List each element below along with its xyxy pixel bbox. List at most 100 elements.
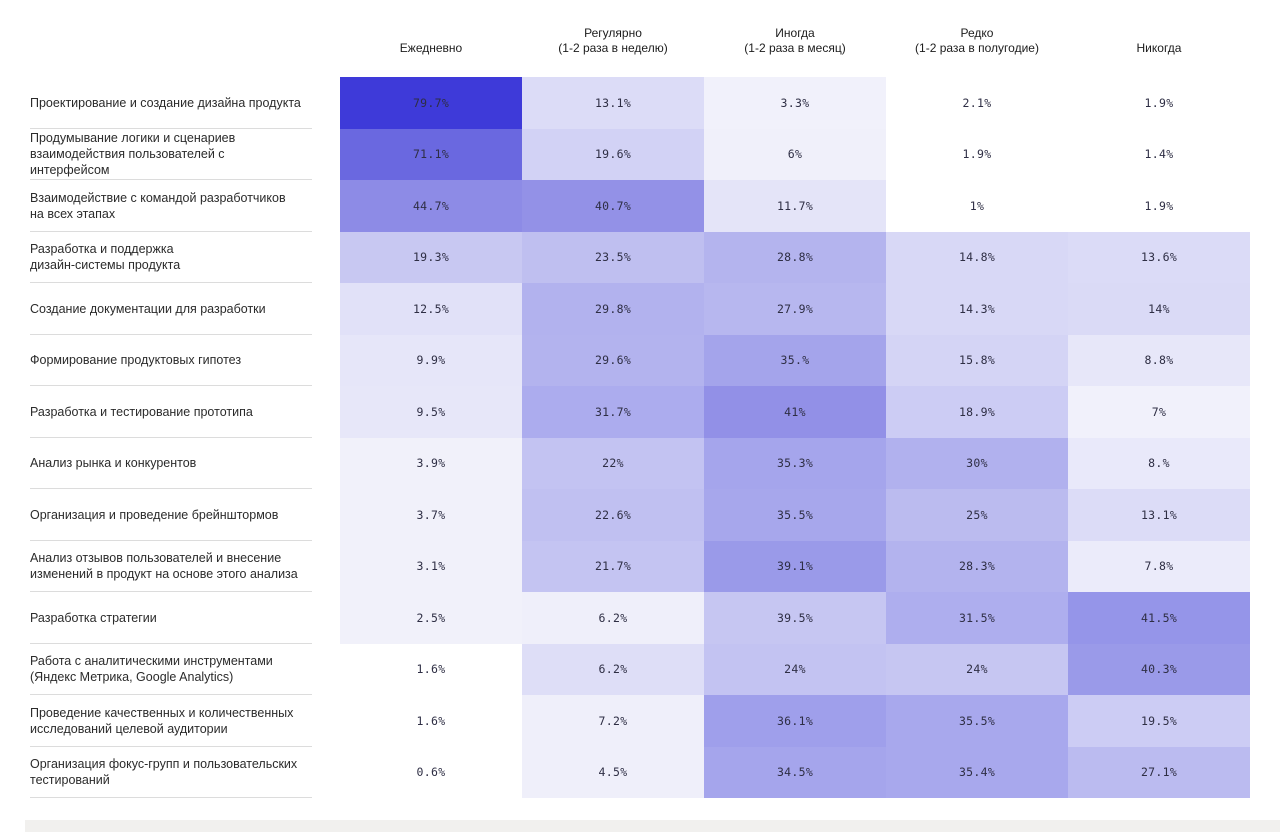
heatmap-cell: 39.1% [704,540,886,592]
cell-value: 15.8% [958,353,996,368]
cell-value: 6% [787,147,803,162]
heatmap-cell: 1% [886,180,1068,232]
cell-value: 14.3% [958,301,996,316]
cell-value: 35.% [780,353,810,368]
heatmap-cell: 40.7% [522,180,704,232]
heatmap-cell: 21.7% [522,540,704,592]
cell-value: 1.9% [1144,198,1174,213]
row-label-cell: Создание документации для разработки [0,283,340,335]
cell-value: 39.1% [776,559,814,574]
column-header-label: Ежедневно [399,41,463,55]
cell-value: 7% [1151,404,1167,419]
heatmap-cell: 29.8% [522,283,704,335]
row-label-cell: Разработка стратегии [0,592,340,644]
cell-value: 18.9% [958,404,996,419]
column-header-sublabel: (1-2 раза в неделю) [558,41,668,55]
heatmap-cell: 6% [704,128,886,180]
cell-value: 27.1% [1140,765,1178,780]
heatmap-cell: 31.5% [886,592,1068,644]
heatmap-cell: 19.3% [340,231,522,283]
cell-value: 6.2% [598,662,628,677]
heatmap-cell: 31.7% [522,386,704,438]
cell-value: 1.9% [962,147,992,162]
row-label: Разработка стратегии [30,610,157,625]
cell-value: 28.8% [776,250,814,265]
heatmap-cell: 35.% [704,334,886,386]
cell-value: 19.5% [1140,713,1178,728]
heatmap-cell: 23.5% [522,231,704,283]
cell-value: 12.5% [412,301,450,316]
header-spacer [0,0,340,77]
heatmap-cell: 6.2% [522,592,704,644]
heatmap-cell: 30% [886,437,1068,489]
cell-value: 36.1% [776,713,814,728]
heatmap-cell: 7% [1068,386,1250,438]
cell-value: 8.% [1148,456,1170,471]
cell-value: 19.3% [412,250,450,265]
column-header-sublabel: (1-2 раза в месяц) [744,41,846,55]
cell-value: 9.5% [416,404,446,419]
heatmap-cell: 8.8% [1068,334,1250,386]
cell-value: 9.9% [416,353,446,368]
column-header: Ежедневно [340,0,522,77]
heatmap-cell: 44.7% [340,180,522,232]
row-label-cell: Работа с аналитическими инструментами (Я… [0,644,340,696]
row-label-cell: Взаимодействие с командой разработчиков … [0,180,340,232]
row-label: Разработка и тестирование прототипа [30,404,253,419]
cell-value: 14.8% [958,250,996,265]
cell-value: 41% [784,404,806,419]
row-label-cell: Разработка и поддержка дизайн-системы пр… [0,232,340,284]
row-label: Проектирование и создание дизайна продук… [30,95,301,110]
cell-value: 2.5% [416,610,446,625]
row-label-cell: Проведение качественных и количественных… [0,695,340,747]
cell-value: 11.7% [776,198,814,213]
row-label: Анализ рынка и конкурентов [30,456,197,471]
row-label-cell: Организация и проведение брейнштормов [0,489,340,541]
cell-value: 8.8% [1144,353,1174,368]
cell-value: 21.7% [594,559,632,574]
heatmap-cell: 35.5% [886,695,1068,747]
cell-value: 35.5% [776,507,814,522]
heatmap-cell: 19.6% [522,128,704,180]
cell-value: 1.6% [416,713,446,728]
row-label: Работа с аналитическими инструментами (Я… [30,654,273,685]
cell-value: 0.6% [416,765,446,780]
heatmap-cell: 79.7% [340,77,522,129]
heatmap-cell: 7.8% [1068,540,1250,592]
cell-value: 3.3% [780,95,810,110]
cell-value: 71.1% [412,147,450,162]
heatmap-cell: 34.5% [704,746,886,798]
heatmap-cell: 6.2% [522,643,704,695]
heatmap-cell: 7.2% [522,695,704,747]
cell-value: 1.4% [1144,147,1174,162]
cell-value: 40.3% [1140,662,1178,677]
cell-value: 6.2% [598,610,628,625]
heatmap-cell: 36.1% [704,695,886,747]
cell-value: 13.6% [1140,250,1178,265]
row-label-cell: Формирование продуктовых гипотез [0,335,340,387]
bottom-cutoff-bar [25,820,1280,832]
heatmap-cell: 3.3% [704,77,886,129]
heatmap-cell: 8.% [1068,437,1250,489]
heatmap-cell: 1.9% [1068,77,1250,129]
heatmap-cell: 39.5% [704,592,886,644]
cell-value: 31.5% [958,610,996,625]
heatmap-cell: 1.6% [340,695,522,747]
row-label: Разработка и поддержка дизайн-системы пр… [30,242,181,273]
cell-value: 3.1% [416,559,446,574]
row-label: Создание документации для разработки [30,301,266,316]
heatmap-cell: 18.9% [886,386,1068,438]
cell-value: 41.5% [1140,610,1178,625]
row-label: Анализ отзывов пользователей и внесение … [30,551,298,582]
cell-value: 14% [1148,301,1170,316]
row-label-cell: Продумывание логики и сценариев взаимоде… [0,129,340,181]
heatmap-cell: 3.1% [340,540,522,592]
heatmap-cell: 13.6% [1068,231,1250,283]
heatmap-cell: 19.5% [1068,695,1250,747]
heatmap-cell: 13.1% [1068,489,1250,541]
column-header: Иногда (1-2 раза в месяц) [704,0,886,77]
cell-value: 24% [966,662,988,677]
heatmap-cell: 28.8% [704,231,886,283]
column-header: Редко (1-2 раза в полугодие) [886,0,1068,77]
